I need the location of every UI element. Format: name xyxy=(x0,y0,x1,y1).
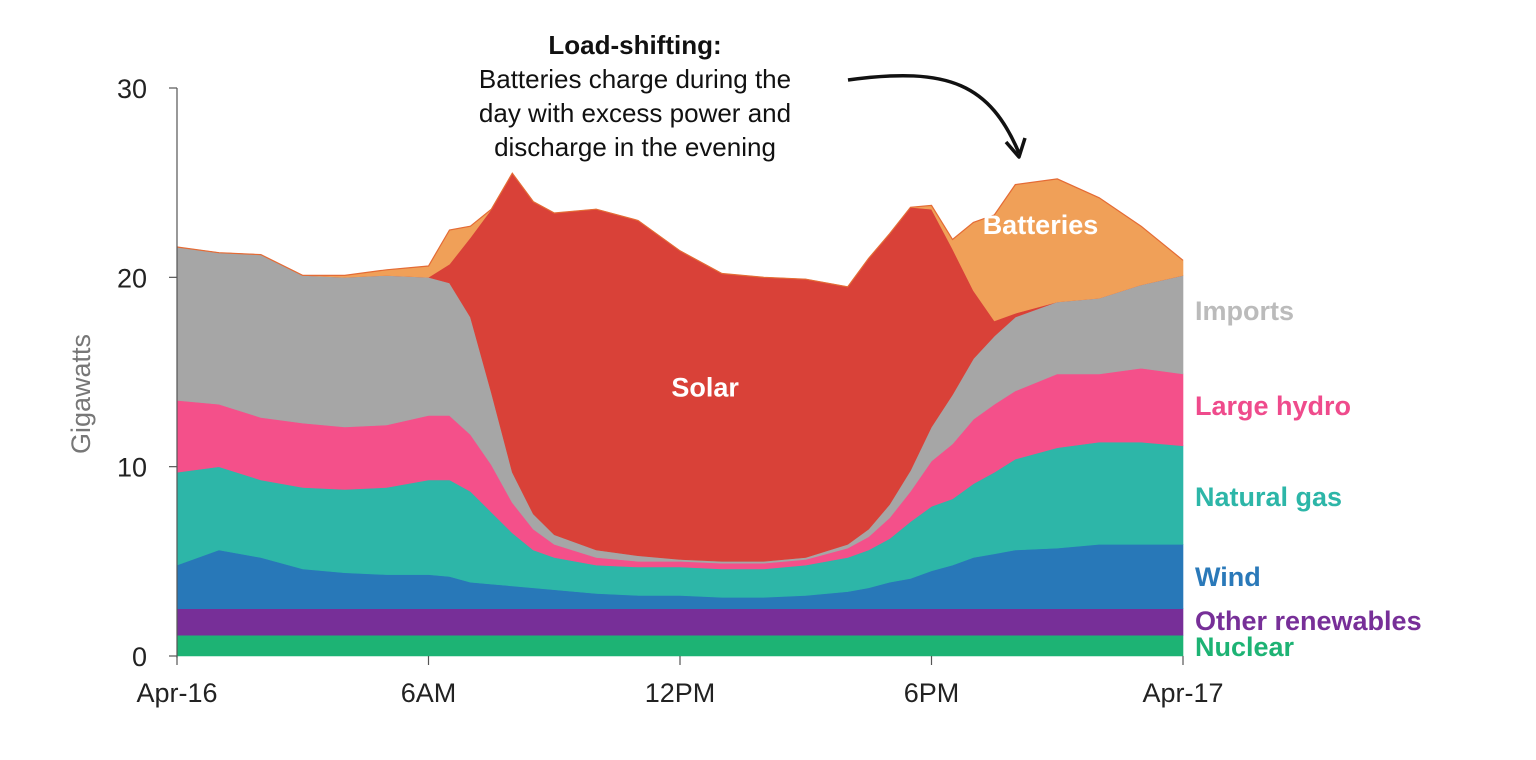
x-tick-label: Apr-17 xyxy=(1142,678,1223,708)
y-tick-label: 0 xyxy=(132,642,147,672)
arrow-head-icon xyxy=(1004,137,1027,159)
area-labels: Solar Batteries xyxy=(671,210,1098,403)
annotation-line: day with excess power and xyxy=(478,98,792,128)
legend-large-hydro: Large hydro xyxy=(1195,391,1351,421)
x-tick-label: Apr-16 xyxy=(136,678,217,708)
area-other-renewables xyxy=(176,608,1184,636)
area-label-solar: Solar xyxy=(671,373,739,403)
legend-other-renewables: Other renewables xyxy=(1195,606,1422,636)
legend: Imports Large hydro Natural gas Wind Other r… xyxy=(1195,296,1422,662)
y-tick-label: 20 xyxy=(117,263,147,293)
annotation-line: Batteries charge during the xyxy=(478,64,792,94)
stacked-areas xyxy=(176,172,1184,657)
x-tick-label: 6AM xyxy=(401,678,457,708)
curved-arrow-line xyxy=(847,73,1021,154)
annotation-arrow xyxy=(847,73,1027,159)
y-tick-label: 30 xyxy=(117,74,147,104)
legend-wind: Wind xyxy=(1195,562,1261,592)
axes: 0 10 20 30 Apr-16 6AM 12PM 6PM Apr-17 Gigawatts xyxy=(66,74,1224,708)
legend-nuclear: Nuclear xyxy=(1195,632,1295,662)
area-nuclear xyxy=(176,634,1184,657)
annotation-text: Batteries charge during the day with exc… xyxy=(430,62,840,164)
area-label-batteries: Batteries xyxy=(983,210,1099,240)
y-tick-label: 10 xyxy=(117,453,147,483)
legend-imports: Imports xyxy=(1195,296,1294,326)
x-tick-label: 6PM xyxy=(904,678,960,708)
x-tick-label: 12PM xyxy=(645,678,716,708)
y-axis-label: Gigawatts xyxy=(66,334,96,454)
legend-natural-gas: Natural gas xyxy=(1195,482,1342,512)
annotation-line: discharge in the evening xyxy=(494,132,776,162)
total-demand-line xyxy=(176,172,1184,288)
annotation-title: Load-shifting: xyxy=(548,30,722,60)
